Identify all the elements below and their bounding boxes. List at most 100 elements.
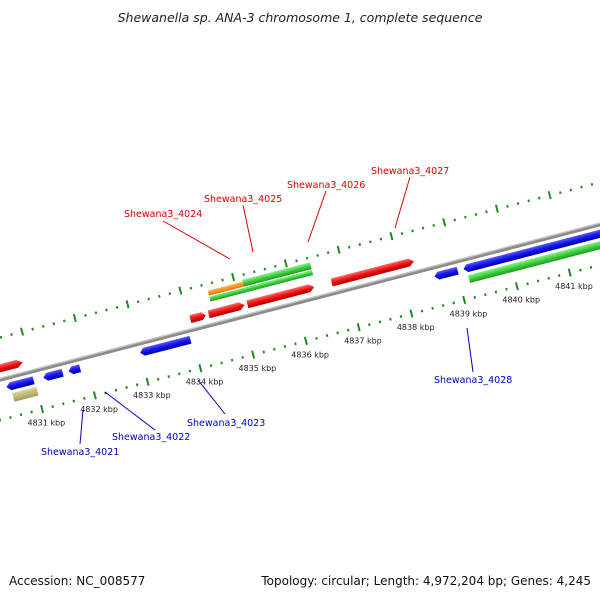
forward-minor-tick xyxy=(105,308,108,312)
reverse-minor-tick xyxy=(399,315,403,318)
forward-gene-arrow[interactable] xyxy=(0,359,24,376)
reverse-minor-tick xyxy=(0,418,2,422)
kbp-scale-labels: 4831 kbp 4832 kbp 4833 kbp 4834 kbp 4835 kbp… xyxy=(27,282,592,427)
reverse-gene-arrow[interactable] xyxy=(5,376,35,391)
reverse-minor-tick xyxy=(441,304,445,308)
forward-minor-tick xyxy=(147,297,151,301)
reverse-gene-arrow[interactable] xyxy=(42,368,64,382)
reverse-minor-tick xyxy=(431,306,434,310)
forward-gene-arrow[interactable] xyxy=(189,311,206,323)
leader-line xyxy=(79,409,84,445)
reverse-minor-tick xyxy=(30,410,33,414)
leader-line xyxy=(162,220,231,260)
forward-minor-tick xyxy=(221,278,224,282)
gene-label-shewana3-4023[interactable]: Shewana3_4023 xyxy=(187,418,265,429)
reverse-minor-tick xyxy=(473,295,477,299)
forward-minor-tick xyxy=(31,327,34,331)
forward-minor-tick xyxy=(516,202,520,206)
forward-minor-tick xyxy=(136,300,140,304)
reverse-minor-tick xyxy=(315,336,318,340)
forward-minor-tick xyxy=(559,191,562,195)
reverse-gene-arrow[interactable] xyxy=(462,216,600,273)
gene-segment-green[interactable] xyxy=(468,227,600,283)
kbp-label: 4835 kbp xyxy=(239,364,277,373)
reverse-minor-tick xyxy=(125,385,128,389)
kbp-label: 4834 kbp xyxy=(186,378,224,387)
forward-minor-tick xyxy=(210,281,214,285)
forward-minor-tick xyxy=(94,311,98,315)
reverse-minor-tick xyxy=(536,279,540,283)
forward-minor-tick xyxy=(537,196,541,200)
map-title: Shewanella sp. ANA-3 chromosome 1, compl… xyxy=(117,10,483,25)
forward-minor-tick xyxy=(453,218,457,222)
gene-segment-khaki[interactable] xyxy=(12,386,39,402)
reverse-gene-arrow[interactable] xyxy=(67,364,82,375)
forward-major-tick xyxy=(231,272,236,282)
forward-minor-tick xyxy=(580,185,583,189)
reverse-minor-tick xyxy=(83,396,86,400)
reverse-major-tick xyxy=(356,323,361,332)
reverse-major-tick xyxy=(514,282,519,291)
forward-minor-tick xyxy=(274,264,277,268)
forward-major-tick xyxy=(72,313,77,323)
forward-gene-arrow[interactable] xyxy=(246,283,315,309)
reverse-genes xyxy=(5,216,600,402)
forward-major-tick xyxy=(547,191,552,200)
reverse-minor-tick xyxy=(420,309,424,313)
reverse-major-tick xyxy=(251,350,256,359)
kbp-label: 4832 kbp xyxy=(80,405,118,414)
forward-gene-arrow[interactable] xyxy=(330,257,415,287)
gene-label-shewana3-4021[interactable]: Shewana3_4021 xyxy=(41,447,119,458)
forward-minor-tick xyxy=(400,232,404,236)
reverse-minor-tick xyxy=(389,317,392,321)
reverse-tick-row xyxy=(0,265,593,422)
forward-minor-tick xyxy=(369,240,372,244)
gene-segment-green[interactable] xyxy=(242,262,312,287)
gene-label-shewana3-4028[interactable]: Shewana3_4028 xyxy=(434,375,512,386)
forward-minor-tick xyxy=(421,226,425,230)
forward-minor-tick xyxy=(189,286,193,290)
reverse-minor-tick xyxy=(51,405,54,409)
reverse-minor-tick xyxy=(505,287,508,291)
gene-segment-orange[interactable] xyxy=(207,281,244,296)
reverse-minor-tick xyxy=(346,328,350,332)
accession-text: Accession: NC_008577 xyxy=(9,574,146,588)
forward-minor-tick xyxy=(358,243,362,246)
reverse-minor-tick xyxy=(378,320,382,324)
gene-label-shewana3-4026[interactable]: Shewana3_4026 xyxy=(287,180,365,191)
reverse-minor-tick xyxy=(9,416,12,419)
reverse-major-tick xyxy=(145,377,150,386)
forward-minor-tick xyxy=(411,229,414,233)
reverse-minor-tick xyxy=(241,355,244,359)
forward-gene-arrow[interactable] xyxy=(207,301,246,319)
reverse-gene-arrow[interactable] xyxy=(433,266,459,281)
gene-segment-green[interactable] xyxy=(209,270,314,302)
forward-minor-tick xyxy=(10,333,13,337)
forward-minor-tick xyxy=(158,294,161,298)
reverse-minor-tick xyxy=(452,301,455,305)
reverse-minor-tick xyxy=(19,413,23,417)
forward-minor-tick xyxy=(263,267,267,271)
leader-line xyxy=(197,379,226,415)
reverse-gene-arrow[interactable] xyxy=(139,335,192,357)
reverse-minor-tick xyxy=(72,399,76,403)
reverse-minor-tick xyxy=(209,364,213,368)
leader-line xyxy=(394,176,411,229)
forward-minor-tick xyxy=(347,245,351,249)
forward-minor-tick xyxy=(295,259,298,263)
reverse-major-tick xyxy=(40,404,45,414)
reverse-major-tick xyxy=(567,268,572,277)
forward-minor-tick xyxy=(432,223,435,227)
forward-minor-tick xyxy=(63,319,66,323)
forward-genes xyxy=(0,257,415,376)
forward-minor-tick xyxy=(168,292,172,296)
gene-label-shewana3-4025[interactable]: Shewana3_4025 xyxy=(204,194,282,205)
leader-line xyxy=(104,391,156,431)
gene-label-shewana3-4024[interactable]: Shewana3_4024 xyxy=(124,209,202,220)
forward-major-tick xyxy=(20,327,25,336)
gene-label-shewana3-4027[interactable]: Shewana3_4027 xyxy=(371,166,449,177)
reverse-minor-tick xyxy=(294,342,297,346)
gene-label-shewana3-4022[interactable]: Shewana3_4022 xyxy=(112,432,190,443)
forward-minor-tick xyxy=(316,253,319,257)
